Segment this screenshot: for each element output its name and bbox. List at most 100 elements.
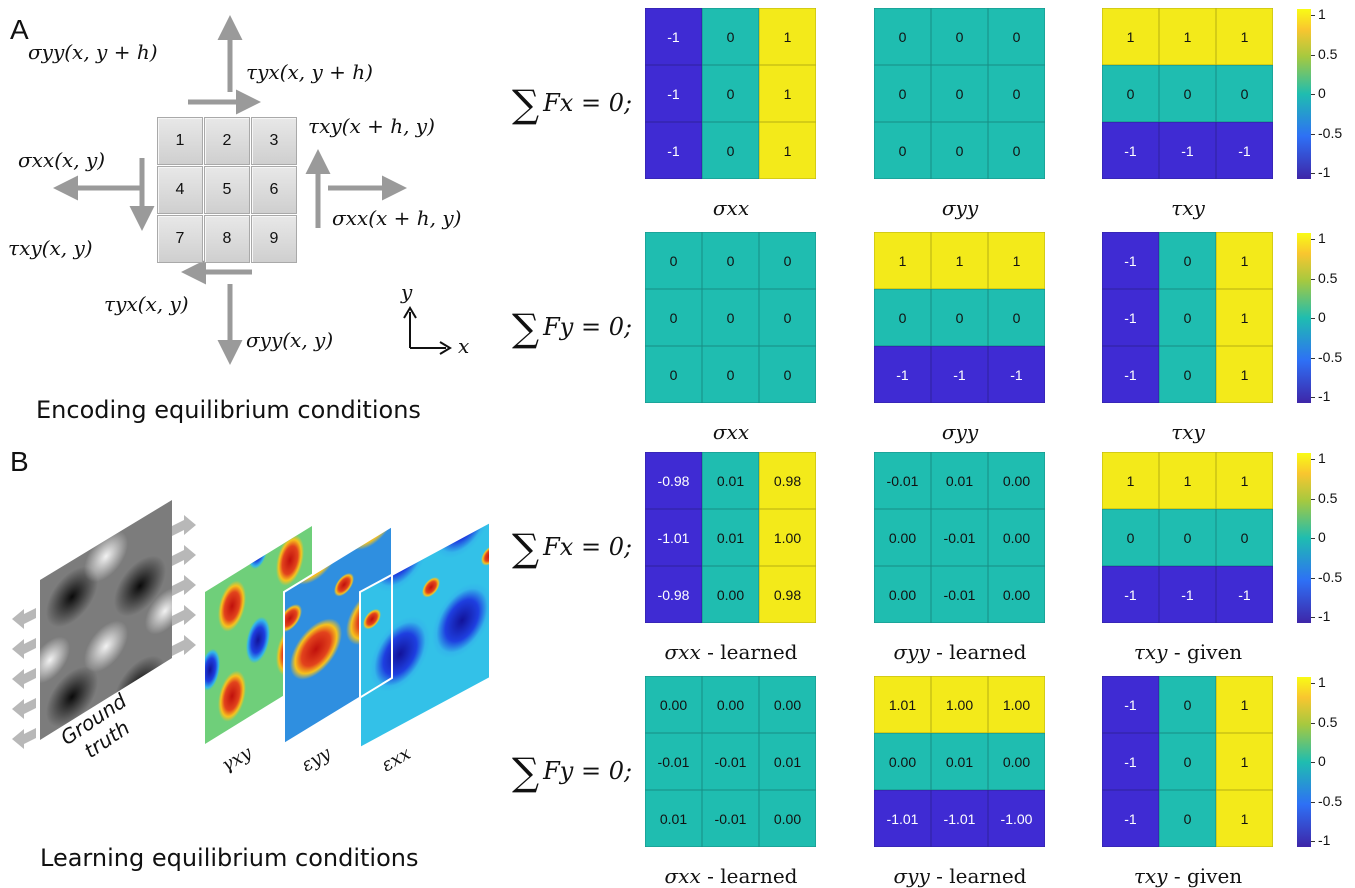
matrix-cell: -1 xyxy=(645,122,702,179)
stress-matrix: 1 1 1 0 0 0 -1 -1 -1 xyxy=(1102,8,1273,179)
matrix-cell: 0 xyxy=(1159,65,1216,122)
matrix-cell: 0 xyxy=(702,122,759,179)
matrix-cell: 0.00 xyxy=(874,733,931,790)
matrix-cell: -1 xyxy=(645,8,702,65)
colorbar-tick-label: 0 xyxy=(1318,753,1326,769)
matrix-cell: 1 xyxy=(1216,8,1273,65)
axis-x-label: x xyxy=(458,334,470,358)
colorbar-tick-label: 0 xyxy=(1318,85,1326,101)
matrix-cell: -1 xyxy=(1216,122,1273,179)
matrix-cell: -1 xyxy=(1102,289,1159,346)
matrix-label-symbol: σyy xyxy=(941,420,979,444)
matrix-cell: -0.01 xyxy=(702,790,759,847)
matrix-cell: 0.00 xyxy=(988,452,1045,509)
matrix-cell: -1 xyxy=(931,346,988,403)
grid-cell-1: 1 xyxy=(157,117,203,165)
condition-label: ∑ Fx = 0; xyxy=(512,526,632,570)
matrix-label: σxx xyxy=(631,420,831,444)
matrix-label: σxx - learned xyxy=(631,864,831,888)
matrix-cell: 1.00 xyxy=(988,676,1045,733)
matrix-cell: 0.00 xyxy=(874,509,931,566)
colorbar-tick xyxy=(1311,278,1315,280)
matrix-cell: 1 xyxy=(759,65,816,122)
colorbar-tick xyxy=(1311,173,1315,174)
matrix-cell: 0 xyxy=(702,289,759,346)
matrix-label: σyy - learned xyxy=(860,640,1060,664)
learning-illustration xyxy=(12,500,491,750)
matrix-cell: -0.98 xyxy=(645,452,702,509)
matrix-cell: 0 xyxy=(645,232,702,289)
matrix-label-symbol: σxx xyxy=(712,196,750,220)
matrix-cell: 0.01 xyxy=(702,509,759,566)
colorbar-tick-label: 1 xyxy=(1318,6,1326,22)
matrix-cell: 0 xyxy=(931,65,988,122)
matrix-label: σxx - learned xyxy=(631,640,831,664)
colorbar xyxy=(1297,9,1311,179)
matrix-cell: 1 xyxy=(1216,790,1273,847)
stress-matrix: -1 0 1 -1 0 1 -1 0 1 xyxy=(1102,232,1273,403)
matrix-cell: -1 xyxy=(1102,566,1159,623)
matrix-cell: 0.00 xyxy=(988,566,1045,623)
matrix-cell: 0 xyxy=(988,122,1045,179)
matrix-label: τxy - given xyxy=(1088,864,1288,888)
matrix-label-suffix: - given xyxy=(1167,640,1243,664)
matrix-label-symbol: τxy xyxy=(1171,420,1205,444)
colorbar-tick xyxy=(1311,239,1315,240)
grid-cell-8: 8 xyxy=(204,215,250,263)
condition-text: Fx = 0; xyxy=(543,89,633,117)
stress-matrix: -0.01 0.01 0.00 0.00 -0.01 0.00 0.00 -0.01 0.00 xyxy=(874,452,1045,623)
matrix-label-symbol: τxy xyxy=(1171,196,1205,220)
matrix-cell: 0 xyxy=(702,232,759,289)
matrix-cell: 1 xyxy=(1159,452,1216,509)
matrix-cell: 0.00 xyxy=(645,676,702,733)
sum-icon: ∑ xyxy=(512,82,540,126)
matrix-cell: 0 xyxy=(931,122,988,179)
colorbar-tick xyxy=(1311,357,1315,359)
colorbar xyxy=(1297,453,1311,623)
colorbar-tick xyxy=(1311,459,1315,460)
matrix-cell: 0.00 xyxy=(988,509,1045,566)
colorbar-tick xyxy=(1311,318,1315,319)
matrix-label-symbol: τxy xyxy=(1133,864,1168,888)
matrix-cell: -1.00 xyxy=(988,790,1045,847)
sum-icon: ∑ xyxy=(512,750,540,794)
matrix-cell: 0 xyxy=(1102,65,1159,122)
matrix-cell: 0.01 xyxy=(702,452,759,509)
matrix-cell: 1.01 xyxy=(874,676,931,733)
axes-icon xyxy=(403,306,452,355)
matrix-cell: 0 xyxy=(931,289,988,346)
matrix-cell: 1 xyxy=(1216,733,1273,790)
colorbar-tick-label: 1 xyxy=(1318,674,1326,690)
matrix-cell: 1 xyxy=(1216,676,1273,733)
matrix-label-suffix: - learned xyxy=(929,864,1027,888)
matrix-label-symbol: σyy xyxy=(941,196,979,220)
colorbar-tick-label: 0 xyxy=(1318,529,1326,545)
grid-cell-4: 4 xyxy=(157,166,203,214)
colorbar-tick-label: 1 xyxy=(1318,450,1326,466)
matrix-cell: 1 xyxy=(1102,8,1159,65)
matrix-cell: -0.01 xyxy=(874,452,931,509)
label-txy-right: τxy(x + h, y) xyxy=(308,114,435,138)
matrix-cell: 0.00 xyxy=(759,676,816,733)
condition-label: ∑ Fy = 0; xyxy=(512,306,632,350)
label-syy-bottom: σyy(x, y) xyxy=(246,328,334,352)
stress-matrix: 1 1 1 0 0 0 -1 -1 -1 xyxy=(874,232,1045,403)
matrix-cell: 0.01 xyxy=(645,790,702,847)
stress-matrix: 1.01 1.00 1.00 0.00 0.01 0.00 -1.01 -1.01 -1.00 xyxy=(874,676,1045,847)
matrix-label: τxy xyxy=(1088,196,1288,220)
stress-matrix: 1 1 1 0 0 0 -1 -1 -1 xyxy=(1102,452,1273,623)
condition-text: Fx = 0; xyxy=(543,533,633,561)
grid-cell-7: 7 xyxy=(157,215,203,263)
matrix-cell: -1 xyxy=(1216,566,1273,623)
colorbar-tick-label: 0.5 xyxy=(1318,269,1338,286)
grid-cell-3: 3 xyxy=(251,117,297,165)
matrix-cell: 0 xyxy=(874,65,931,122)
colorbar-tick-label: -0.5 xyxy=(1318,792,1343,809)
free-body-arrows xyxy=(53,15,452,365)
sum-icon: ∑ xyxy=(512,306,540,350)
matrix-cell: -1 xyxy=(1102,733,1159,790)
matrix-cell: 0 xyxy=(1216,65,1273,122)
colorbar-tick xyxy=(1311,54,1315,56)
grid-cell-5: 5 xyxy=(204,166,250,214)
matrix-cell: 0 xyxy=(874,122,931,179)
